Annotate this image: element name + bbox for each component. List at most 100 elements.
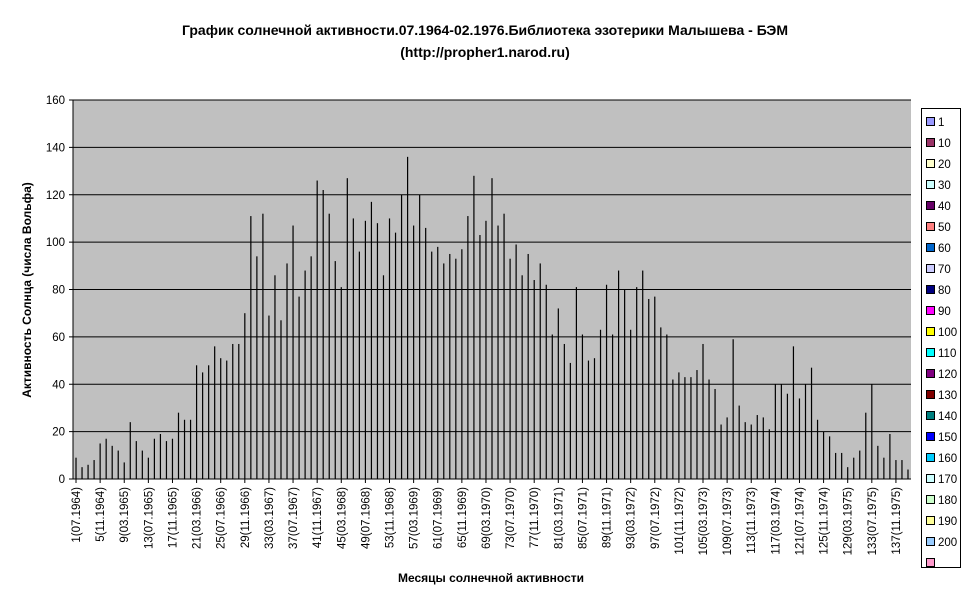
bar — [895, 460, 897, 479]
bar — [666, 334, 668, 479]
bar — [575, 287, 577, 479]
legend-item: 50 — [926, 220, 951, 236]
legend-item: 170 — [926, 472, 957, 488]
bar — [684, 377, 686, 479]
y-tick-label: 0 — [59, 474, 65, 486]
bar — [268, 315, 270, 479]
bar — [690, 377, 692, 479]
x-tick-label: 109(07.1973) — [722, 487, 734, 556]
legend-label: 110 — [938, 348, 957, 360]
legend-swatch — [926, 348, 935, 358]
bar — [708, 379, 710, 479]
x-tick-label: 17(11.1965) — [167, 487, 179, 548]
legend-swatch — [926, 558, 935, 568]
bar — [491, 178, 493, 480]
bar — [407, 156, 409, 479]
bar — [883, 457, 885, 479]
bar — [557, 308, 559, 479]
x-tick-label: 1(07.1964) — [71, 487, 83, 543]
y-tick-label: 160 — [46, 95, 65, 107]
bar — [75, 457, 77, 479]
legend-label: 60 — [938, 243, 951, 255]
legend-swatch — [926, 495, 935, 505]
x-tick-label: 97(07.1972) — [650, 487, 662, 549]
bar — [599, 329, 602, 479]
x-tick-label: 93(03.1972) — [626, 487, 638, 549]
legend-label: 180 — [938, 495, 958, 507]
x-tick-label: 89(11.1971) — [602, 487, 614, 548]
bar — [654, 296, 656, 479]
x-axis: 1(07.1964) 5(11.1964) 9(03.1965) 13(07.1965… — [71, 479, 903, 555]
y-tick-label: 20 — [52, 427, 65, 439]
bar — [702, 343, 704, 479]
legend-item: 70 — [926, 262, 951, 278]
bar — [226, 360, 228, 479]
bar — [732, 339, 734, 479]
bar — [394, 232, 397, 479]
legend-label: 1 — [938, 117, 945, 129]
bar — [238, 343, 240, 479]
bar — [123, 462, 125, 479]
bar — [286, 263, 288, 479]
bar — [593, 358, 596, 479]
bar — [437, 246, 439, 479]
bar — [99, 443, 101, 479]
legend-swatch — [926, 222, 935, 232]
x-tick-label: 101(11.1972) — [674, 487, 686, 555]
bar — [81, 467, 83, 479]
x-tick-label: 77(11.1970) — [529, 487, 541, 548]
bar — [111, 445, 113, 479]
bar — [545, 284, 547, 479]
legend-item: 40 — [926, 199, 951, 215]
bar — [461, 249, 463, 479]
legend-item: 140 — [926, 409, 957, 425]
legend-swatch — [926, 474, 935, 484]
legend-label: 160 — [938, 453, 958, 465]
legend-label: 20 — [938, 159, 951, 171]
legend-item: 200 — [926, 535, 957, 551]
bar — [177, 412, 180, 479]
x-tick-label: 21(03.1966) — [192, 487, 204, 549]
bar — [220, 358, 222, 479]
y-tick-label: 140 — [46, 142, 65, 154]
bar — [714, 388, 716, 479]
legend-item: 1 — [926, 115, 944, 131]
bar — [425, 227, 427, 479]
legend-swatch — [926, 453, 935, 463]
bar — [165, 441, 168, 479]
bar — [208, 365, 210, 479]
x-tick-label: 121(07.1974) — [794, 487, 806, 556]
bar — [141, 450, 143, 479]
legend-label: 40 — [938, 201, 951, 213]
bar — [533, 280, 535, 479]
bar — [630, 329, 632, 479]
legend-swatch — [926, 264, 935, 274]
y-tick-label: 60 — [52, 332, 65, 344]
bar — [611, 334, 614, 479]
legend-item: 130 — [926, 388, 957, 404]
legend-item: 10 — [926, 136, 951, 152]
bar — [129, 422, 131, 479]
legend: 1 10 20 30 40 50 60 70 80 90 100 110 120 130 140 150 160… — [921, 108, 961, 568]
legend-item: 120 — [926, 367, 957, 383]
bar — [551, 334, 553, 479]
x-tick-label: 41(11.1967) — [312, 487, 324, 548]
bar — [292, 225, 294, 479]
bar — [485, 220, 487, 479]
bar — [419, 194, 421, 479]
x-tick-label: 37(07.1967) — [288, 487, 300, 549]
x-tick-label: 13(07.1965) — [143, 487, 155, 549]
bar — [877, 445, 879, 479]
legend-item: 100 — [926, 325, 957, 341]
x-tick-label: 33(03.1967) — [264, 487, 276, 549]
bar — [87, 464, 89, 479]
bar — [171, 438, 174, 479]
x-tick-label: 85(07.1971) — [577, 487, 589, 549]
legend-item: 150 — [926, 430, 957, 446]
bar — [280, 320, 282, 479]
legend-label: 80 — [938, 285, 951, 297]
bar — [859, 450, 861, 479]
bar — [443, 263, 445, 479]
bar — [539, 263, 541, 479]
x-tick-label: 57(03.1969) — [409, 487, 421, 549]
